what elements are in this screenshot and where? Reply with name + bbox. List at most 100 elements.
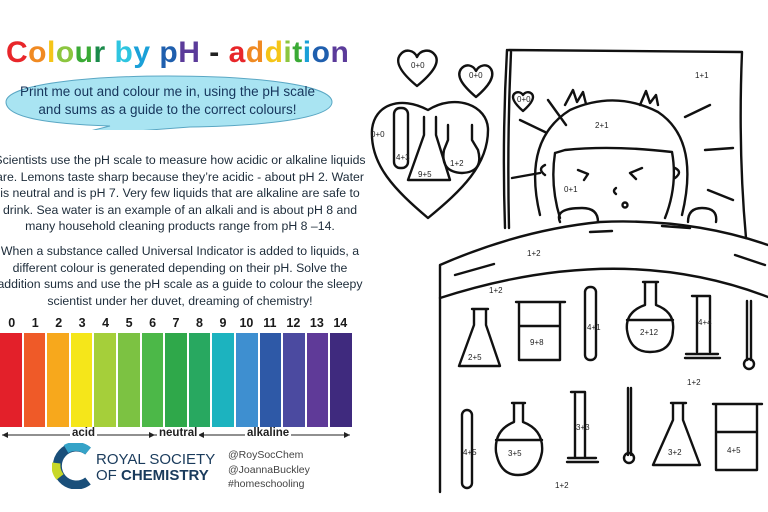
ph-number: 1 (31, 316, 39, 330)
social-hashtag: #homeschooling (228, 478, 305, 490)
ph-number: 11 (263, 316, 277, 330)
bubble-line: Print me out and colour me in, using the… (20, 84, 315, 99)
title-letter: n (330, 36, 350, 69)
pillow (502, 48, 748, 240)
ph-number: 14 (333, 316, 348, 330)
ph-color-bar (306, 333, 329, 427)
sum-label: 0+0 (469, 71, 483, 80)
sum-label: 1+2 (527, 249, 541, 258)
sum-label: 4+5 (727, 446, 741, 455)
sum-label: 1+2 (555, 481, 569, 490)
title-letter: C (6, 36, 29, 69)
ph-color-bar (165, 333, 187, 427)
heart-shape (511, 91, 535, 113)
sum-label: 1+2 (450, 159, 464, 168)
title-letter: o (311, 36, 331, 69)
alkaline-label: alkaline (245, 427, 292, 439)
ph-color-bar (47, 333, 69, 427)
title-letter: p (159, 36, 179, 69)
rsc-logo-icon (52, 443, 91, 489)
sum-label: 2+1 (595, 121, 609, 130)
ph-color-bar (235, 333, 258, 427)
ph-color-bar (330, 333, 352, 427)
title-letter: o (55, 36, 75, 69)
page-title: Colour by pH - addition (6, 36, 349, 70)
ph-color-bar (188, 333, 211, 427)
title-letter: a (228, 36, 246, 69)
social-handle: @JoannaBuckley (228, 463, 310, 476)
ph-scale-numbers: 0 1 2 3 4 5 6 7 8 9 10 11 12 13 14 (0, 316, 352, 330)
title-letter: o (28, 36, 47, 69)
rsc-logo-text: ROYAL SOCIETY OF CHEMISTRY (96, 452, 215, 484)
acid-label: acid (70, 427, 98, 439)
logo-prefix: OF (96, 467, 121, 484)
title-letter: l (47, 36, 56, 69)
social-handles: @RoySocChem @JoannaBuckley #homeschoolin… (228, 448, 310, 492)
title-letter: H (178, 36, 201, 69)
sum-label: 0+0 (371, 130, 385, 139)
ph-number: 4 (102, 316, 110, 330)
title-letter: b (114, 36, 134, 69)
big-heart-shape (370, 100, 490, 220)
ph-number: 9 (219, 316, 227, 330)
sum-label: 1+2 (687, 378, 701, 387)
ph-number: 13 (309, 316, 324, 330)
sum-label: 2+12 (640, 328, 659, 337)
ph-number: 3 (78, 316, 86, 330)
title-letter: d (264, 36, 284, 69)
speech-bubble (5, 75, 333, 130)
title-letter: y (133, 36, 151, 69)
sum-label: 1+1 (695, 71, 709, 80)
sum-label: 4+5 (463, 448, 477, 457)
ph-color-bar (0, 333, 22, 427)
sum-label: 0+1 (564, 185, 578, 194)
title-letter: u (74, 36, 94, 69)
ph-color-bar (141, 333, 164, 427)
instructions-paragraph: When a substance called Universal Indica… (0, 244, 363, 308)
sum-label: 4+1 (587, 323, 601, 332)
sum-label: 0+0 (411, 61, 425, 70)
sum-label: 2+5 (468, 353, 482, 362)
logo-line: ROYAL SOCIETY (96, 451, 216, 468)
sum-label: 1+2 (489, 286, 503, 295)
ph-scale-bars (0, 333, 352, 427)
title-letter: - (209, 36, 220, 69)
ph-number: 0 (8, 316, 16, 330)
sum-label: 3+5 (508, 449, 522, 458)
bubble-line: and sums as a guide to the correct colou… (38, 102, 297, 117)
sum-label: 4+4 (698, 318, 712, 327)
heart-shape (458, 64, 494, 99)
ph-axis: acid neutral alkaline (0, 427, 352, 443)
title-letter: d (245, 36, 265, 69)
ph-number: 6 (149, 316, 157, 330)
sum-label: 3+3 (576, 423, 590, 432)
ph-number: 7 (172, 316, 180, 330)
sum-label: 9+8 (530, 338, 544, 347)
ph-color-bar (94, 333, 116, 427)
title-letter: r (93, 36, 106, 69)
ph-color-bar (117, 333, 140, 427)
logo-line: OF CHEMISTRY (96, 468, 215, 484)
ph-color-bar (283, 333, 305, 427)
logo-bold: CHEMISTRY (121, 467, 209, 484)
bubble-text: Print me out and colour me in, using the… (0, 83, 335, 119)
title-letter: t (292, 36, 303, 69)
ph-color-bar (23, 333, 46, 427)
social-handle: @RoySocChem (228, 449, 304, 461)
heart-shape (396, 49, 438, 88)
title-letter: i (283, 36, 293, 69)
neutral-label: neutral (157, 427, 200, 439)
sum-label: 9+5 (418, 170, 432, 179)
ph-number: 5 (125, 316, 133, 330)
sum-label: 0+0 (517, 95, 531, 104)
intro-paragraph: Scientists use the pH scale to measure h… (0, 153, 366, 233)
ph-number: 10 (239, 316, 254, 330)
ph-number: 8 (196, 316, 203, 330)
ph-color-bar (259, 333, 282, 427)
ph-color-bar (70, 333, 93, 427)
head (533, 99, 689, 217)
ph-number: 2 (55, 316, 63, 330)
ph-color-bar (212, 333, 234, 427)
title-letter: i (302, 36, 312, 69)
